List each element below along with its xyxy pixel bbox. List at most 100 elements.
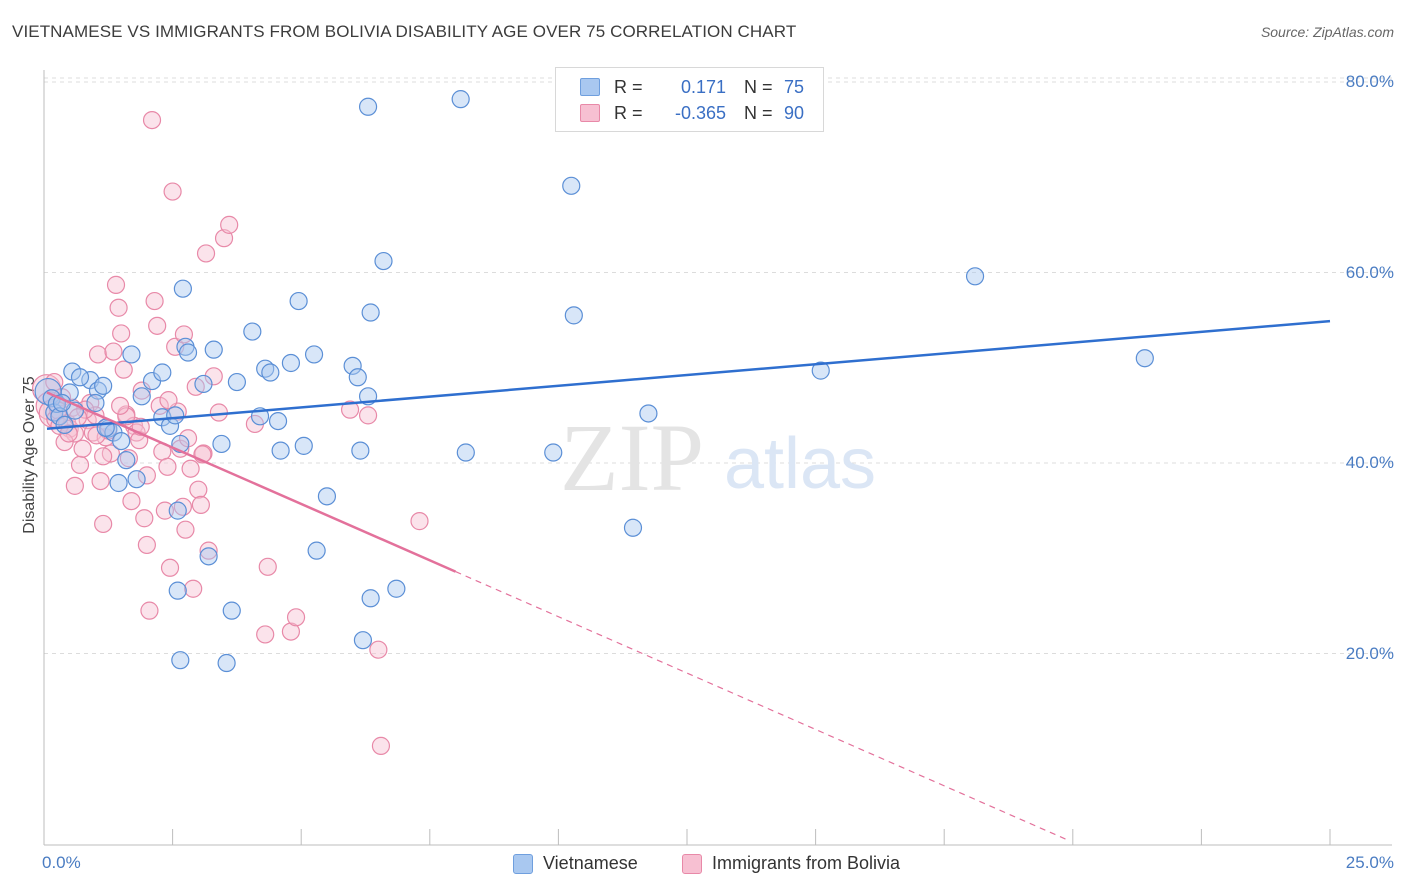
point-bolivia <box>369 640 388 659</box>
legend-row-vietnamese: R = 0.171 N = 75 <box>580 75 804 99</box>
point-vietnamese <box>153 363 172 382</box>
point-vietnamese <box>166 406 185 425</box>
point-bolivia <box>196 244 216 263</box>
point-vietnamese <box>374 251 393 271</box>
point-vietnamese <box>965 267 985 286</box>
point-bolivia <box>189 480 208 499</box>
point-vietnamese <box>562 176 581 195</box>
legend-r-value: -0.365 <box>674 102 726 123</box>
point-vietnamese <box>168 501 187 520</box>
point-vietnamese <box>222 601 241 620</box>
point-vietnamese <box>217 653 236 673</box>
watermark-atlas: atlas <box>724 424 876 504</box>
point-bolivia <box>159 391 178 410</box>
axes <box>43 70 1392 846</box>
point-bolivia <box>176 520 195 539</box>
point-vietnamese <box>204 340 223 359</box>
point-bolivia <box>220 215 239 234</box>
legend-n-label: N = <box>744 102 773 123</box>
point-bolivia <box>155 501 174 520</box>
point-bolivia <box>163 182 182 201</box>
point-vietnamese <box>639 404 658 423</box>
point-vietnamese <box>86 393 105 413</box>
point-vietnamese <box>564 306 583 325</box>
bottom-legend-swatch-blue <box>513 853 533 874</box>
point-vietnamese <box>199 547 218 566</box>
point-bolivia <box>209 403 228 422</box>
point-bolivia <box>70 455 90 475</box>
point-bolivia <box>142 110 162 130</box>
point-vietnamese <box>168 581 187 600</box>
trend-line-bolivia-extension <box>455 571 1071 842</box>
point-vietnamese <box>109 473 128 493</box>
point-bolivia <box>104 342 123 361</box>
point-bolivia <box>137 466 156 485</box>
point-bolivia <box>181 459 200 478</box>
point-vietnamese <box>70 368 90 387</box>
legend-n-value: 75 <box>784 76 805 97</box>
point-bolivia <box>114 360 133 379</box>
point-vietnamese <box>243 322 262 341</box>
point-vietnamese <box>361 303 380 322</box>
trend-line-vietnamese <box>46 319 1331 430</box>
y-tick-label: 80.0% <box>1345 72 1394 91</box>
point-vietnamese <box>122 345 141 364</box>
point-bolivia <box>73 439 92 458</box>
point-bolivia <box>410 512 429 531</box>
point-bolivia <box>371 736 391 755</box>
point-vietnamese <box>294 436 313 455</box>
legend-n-label: N = <box>744 76 773 97</box>
point-vietnamese <box>307 541 326 560</box>
legend: R = 0.171 N = 75 R = -0.365 N = 90 <box>555 67 824 132</box>
point-vietnamese <box>261 363 280 382</box>
point-vietnamese <box>55 415 74 434</box>
point-vietnamese <box>132 387 151 406</box>
legend-swatch-pink <box>580 104 600 122</box>
x-tick-label-max: 25.0% <box>1345 853 1394 872</box>
point-vietnamese <box>268 411 288 431</box>
legend-r-label: R = <box>614 76 643 97</box>
point-bolivia <box>135 509 154 528</box>
point-vietnamese <box>304 345 324 364</box>
point-vietnamese <box>212 434 231 454</box>
trend-lines <box>46 319 1331 842</box>
point-bolivia <box>65 476 84 495</box>
point-bolivia <box>106 275 126 294</box>
point-bolivia <box>119 449 138 468</box>
point-bolivia <box>191 495 210 515</box>
point-vietnamese <box>361 589 380 608</box>
point-bolivia <box>158 457 177 476</box>
bottom-legend-bolivia: Immigrants from Bolivia <box>682 853 900 874</box>
point-vietnamese <box>544 443 563 462</box>
point-bolivia <box>258 557 277 576</box>
point-bolivia <box>94 447 113 466</box>
trend-line-bolivia <box>46 391 457 573</box>
point-bolivia <box>122 492 141 511</box>
legend-row-bolivia: R = -0.365 N = 90 <box>580 101 804 125</box>
point-vietnamese <box>1135 349 1154 368</box>
x-tick-label-min: 0.0% <box>42 853 81 872</box>
point-vietnamese <box>117 451 136 470</box>
point-bolivia <box>145 291 164 311</box>
point-vietnamese <box>194 374 213 394</box>
point-vietnamese <box>387 579 406 598</box>
point-bolivia <box>94 514 113 534</box>
point-vietnamese <box>127 470 146 489</box>
point-bolivia <box>286 608 306 627</box>
point-vietnamese <box>451 90 470 109</box>
point-bolivia <box>199 541 218 560</box>
point-vietnamese <box>178 343 198 362</box>
legend-n-value: 90 <box>784 102 805 123</box>
chart-title: VIETNAMESE VS IMMIGRANTS FROM BOLIVIA DI… <box>12 22 797 41</box>
point-vietnamese <box>173 279 192 298</box>
watermark-zip: ZIP <box>560 404 704 511</box>
point-vietnamese <box>623 518 643 537</box>
gridlines <box>44 77 1392 654</box>
legend-r-label: R = <box>614 102 643 123</box>
point-bolivia <box>88 345 108 364</box>
point-bolivia <box>281 622 301 641</box>
watermark: ZIP atlas <box>560 404 876 511</box>
bottom-legend-label: Immigrants from Bolivia <box>712 853 901 873</box>
series-vietnamese-points <box>34 90 1154 673</box>
y-tick-label: 40.0% <box>1345 453 1394 472</box>
